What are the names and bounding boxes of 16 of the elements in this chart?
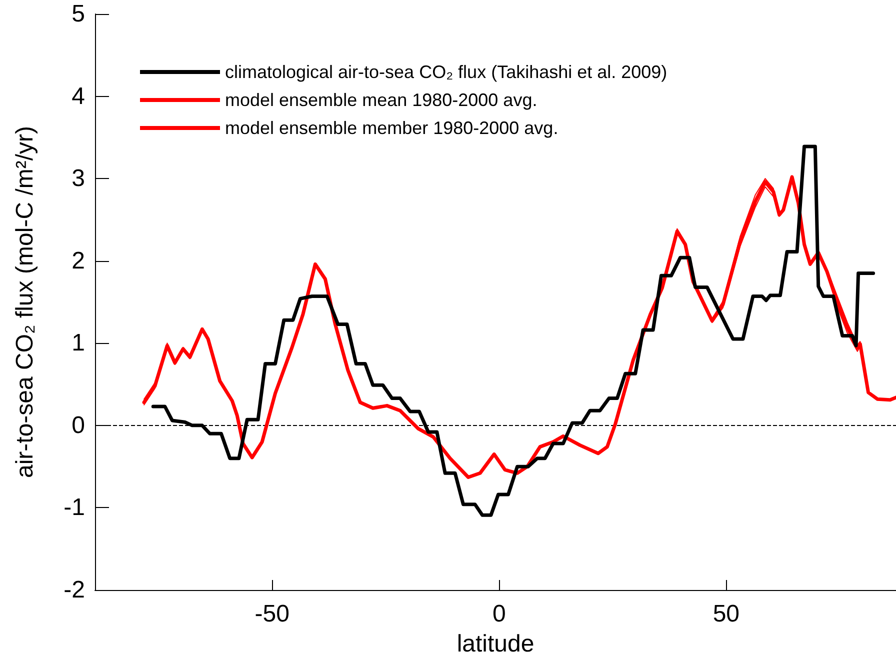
y-axis-title: air-to-sea CO₂ flux (mol-C /m²/yr) (12, 126, 38, 478)
y-tick-label: 5 (72, 0, 85, 28)
x-tick-label: 0 (492, 600, 506, 628)
x-tick-label: -50 (254, 600, 290, 628)
y-tick-label: 2 (72, 247, 85, 274)
y-tick-label: -1 (64, 494, 85, 522)
legend-label: model ensemble mean 1980-2000 avg. (225, 90, 538, 110)
y-tick-label: -2 (64, 576, 85, 604)
x-tick-label: 50 (712, 600, 740, 628)
y-tick-label: 0 (72, 412, 85, 439)
y-tick-label: 4 (72, 82, 85, 110)
x-axis-title: latitude (456, 630, 534, 658)
legend-label: model ensemble member 1980-2000 avg. (225, 118, 558, 138)
legend-label: climatological air-to-sea CO₂ flux (Takihashi et al. 2009) (225, 62, 668, 82)
y-tick-label: 3 (72, 165, 85, 192)
y-tick-label: 1 (72, 330, 85, 357)
